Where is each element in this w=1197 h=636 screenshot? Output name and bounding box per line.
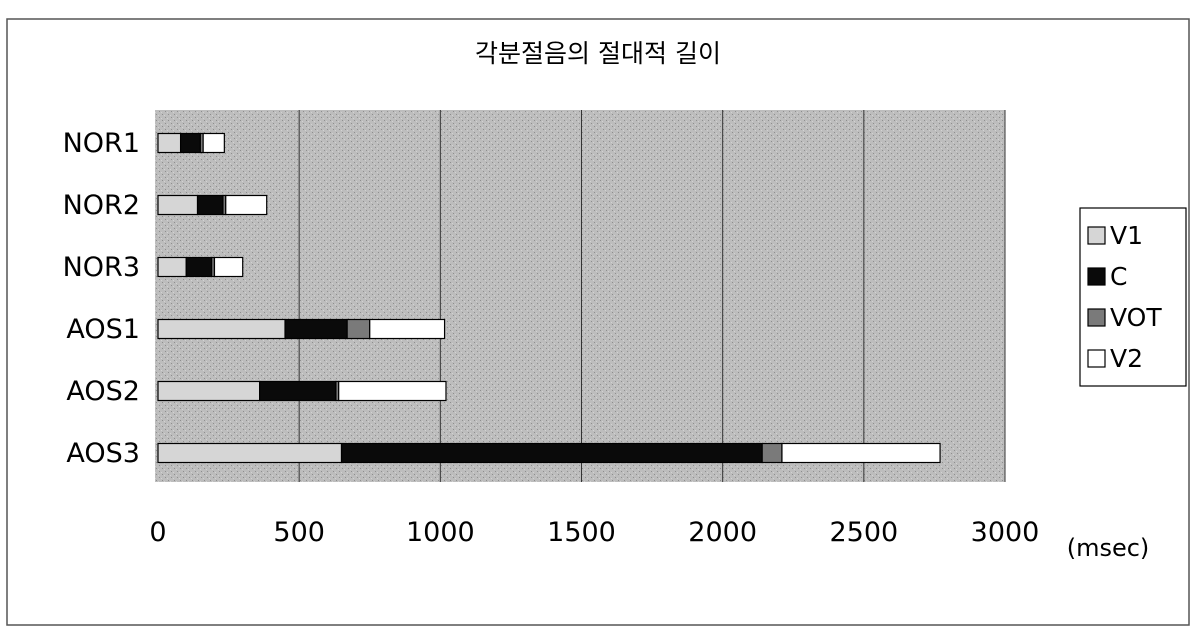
legend-label: V2 <box>1110 344 1143 373</box>
category-label: AOS2 <box>66 376 140 407</box>
x-axis-unit-label: (msec) <box>1067 534 1150 562</box>
legend-swatch <box>1087 308 1106 327</box>
bar-segment-v2 <box>202 132 225 154</box>
gridlines <box>298 110 1006 482</box>
bar-segment-v1 <box>157 442 343 464</box>
bar-segment-v2 <box>781 442 941 464</box>
bar-segment-c <box>259 380 337 402</box>
legend-label: C <box>1110 262 1127 291</box>
bar-segment-v1 <box>157 318 286 340</box>
bar-segment-v1 <box>157 194 199 216</box>
chart-title: 각분절음의 절대적 길이 <box>475 39 721 68</box>
bar-segment-v1 <box>157 256 187 278</box>
category-label: NOR3 <box>63 252 140 283</box>
bars <box>157 132 941 464</box>
bar-segment-c <box>196 194 224 216</box>
x-tick-label: 500 <box>273 517 325 548</box>
bar-segment-v2 <box>225 194 268 216</box>
x-tick-label: 1500 <box>547 517 616 548</box>
bar-segment-v2 <box>369 318 446 340</box>
category-label: AOS1 <box>66 314 140 345</box>
category-label: NOR1 <box>63 128 140 159</box>
legend: V1 C VOT V2 <box>1087 221 1162 373</box>
legend-swatch <box>1087 226 1106 245</box>
x-tick-label: 1000 <box>406 517 475 548</box>
x-tick-label: 2500 <box>829 517 898 548</box>
legend-label: V1 <box>1110 221 1143 250</box>
x-tick-label: 3000 <box>971 517 1040 548</box>
x-tick-label: 2000 <box>688 517 757 548</box>
plot-area <box>155 110 1005 482</box>
bar-segment-v2 <box>213 256 244 278</box>
category-label: AOS3 <box>66 438 140 469</box>
bar-segment-c <box>340 442 763 464</box>
bar-segment-c <box>179 132 201 154</box>
bar-segment-v1 <box>157 132 182 154</box>
bar-segment-c <box>284 318 348 340</box>
category-labels: NOR1 NOR2 NOR3 AOS1 AOS2 AOS3 <box>63 128 140 469</box>
legend-swatch <box>1087 349 1106 368</box>
bar-segment-vot <box>761 442 783 464</box>
x-tick-labels: 0 500 1000 1500 2000 2500 3000 <box>149 517 1039 548</box>
bar-segment-v2 <box>338 380 447 402</box>
bar-segment-v1 <box>157 380 261 402</box>
bar-segment-c <box>185 256 213 278</box>
x-tick-label: 0 <box>149 517 166 548</box>
legend-swatch <box>1087 267 1106 286</box>
legend-label: VOT <box>1110 303 1162 332</box>
bar-segment-vot <box>346 318 371 340</box>
category-label: NOR2 <box>63 190 140 221</box>
